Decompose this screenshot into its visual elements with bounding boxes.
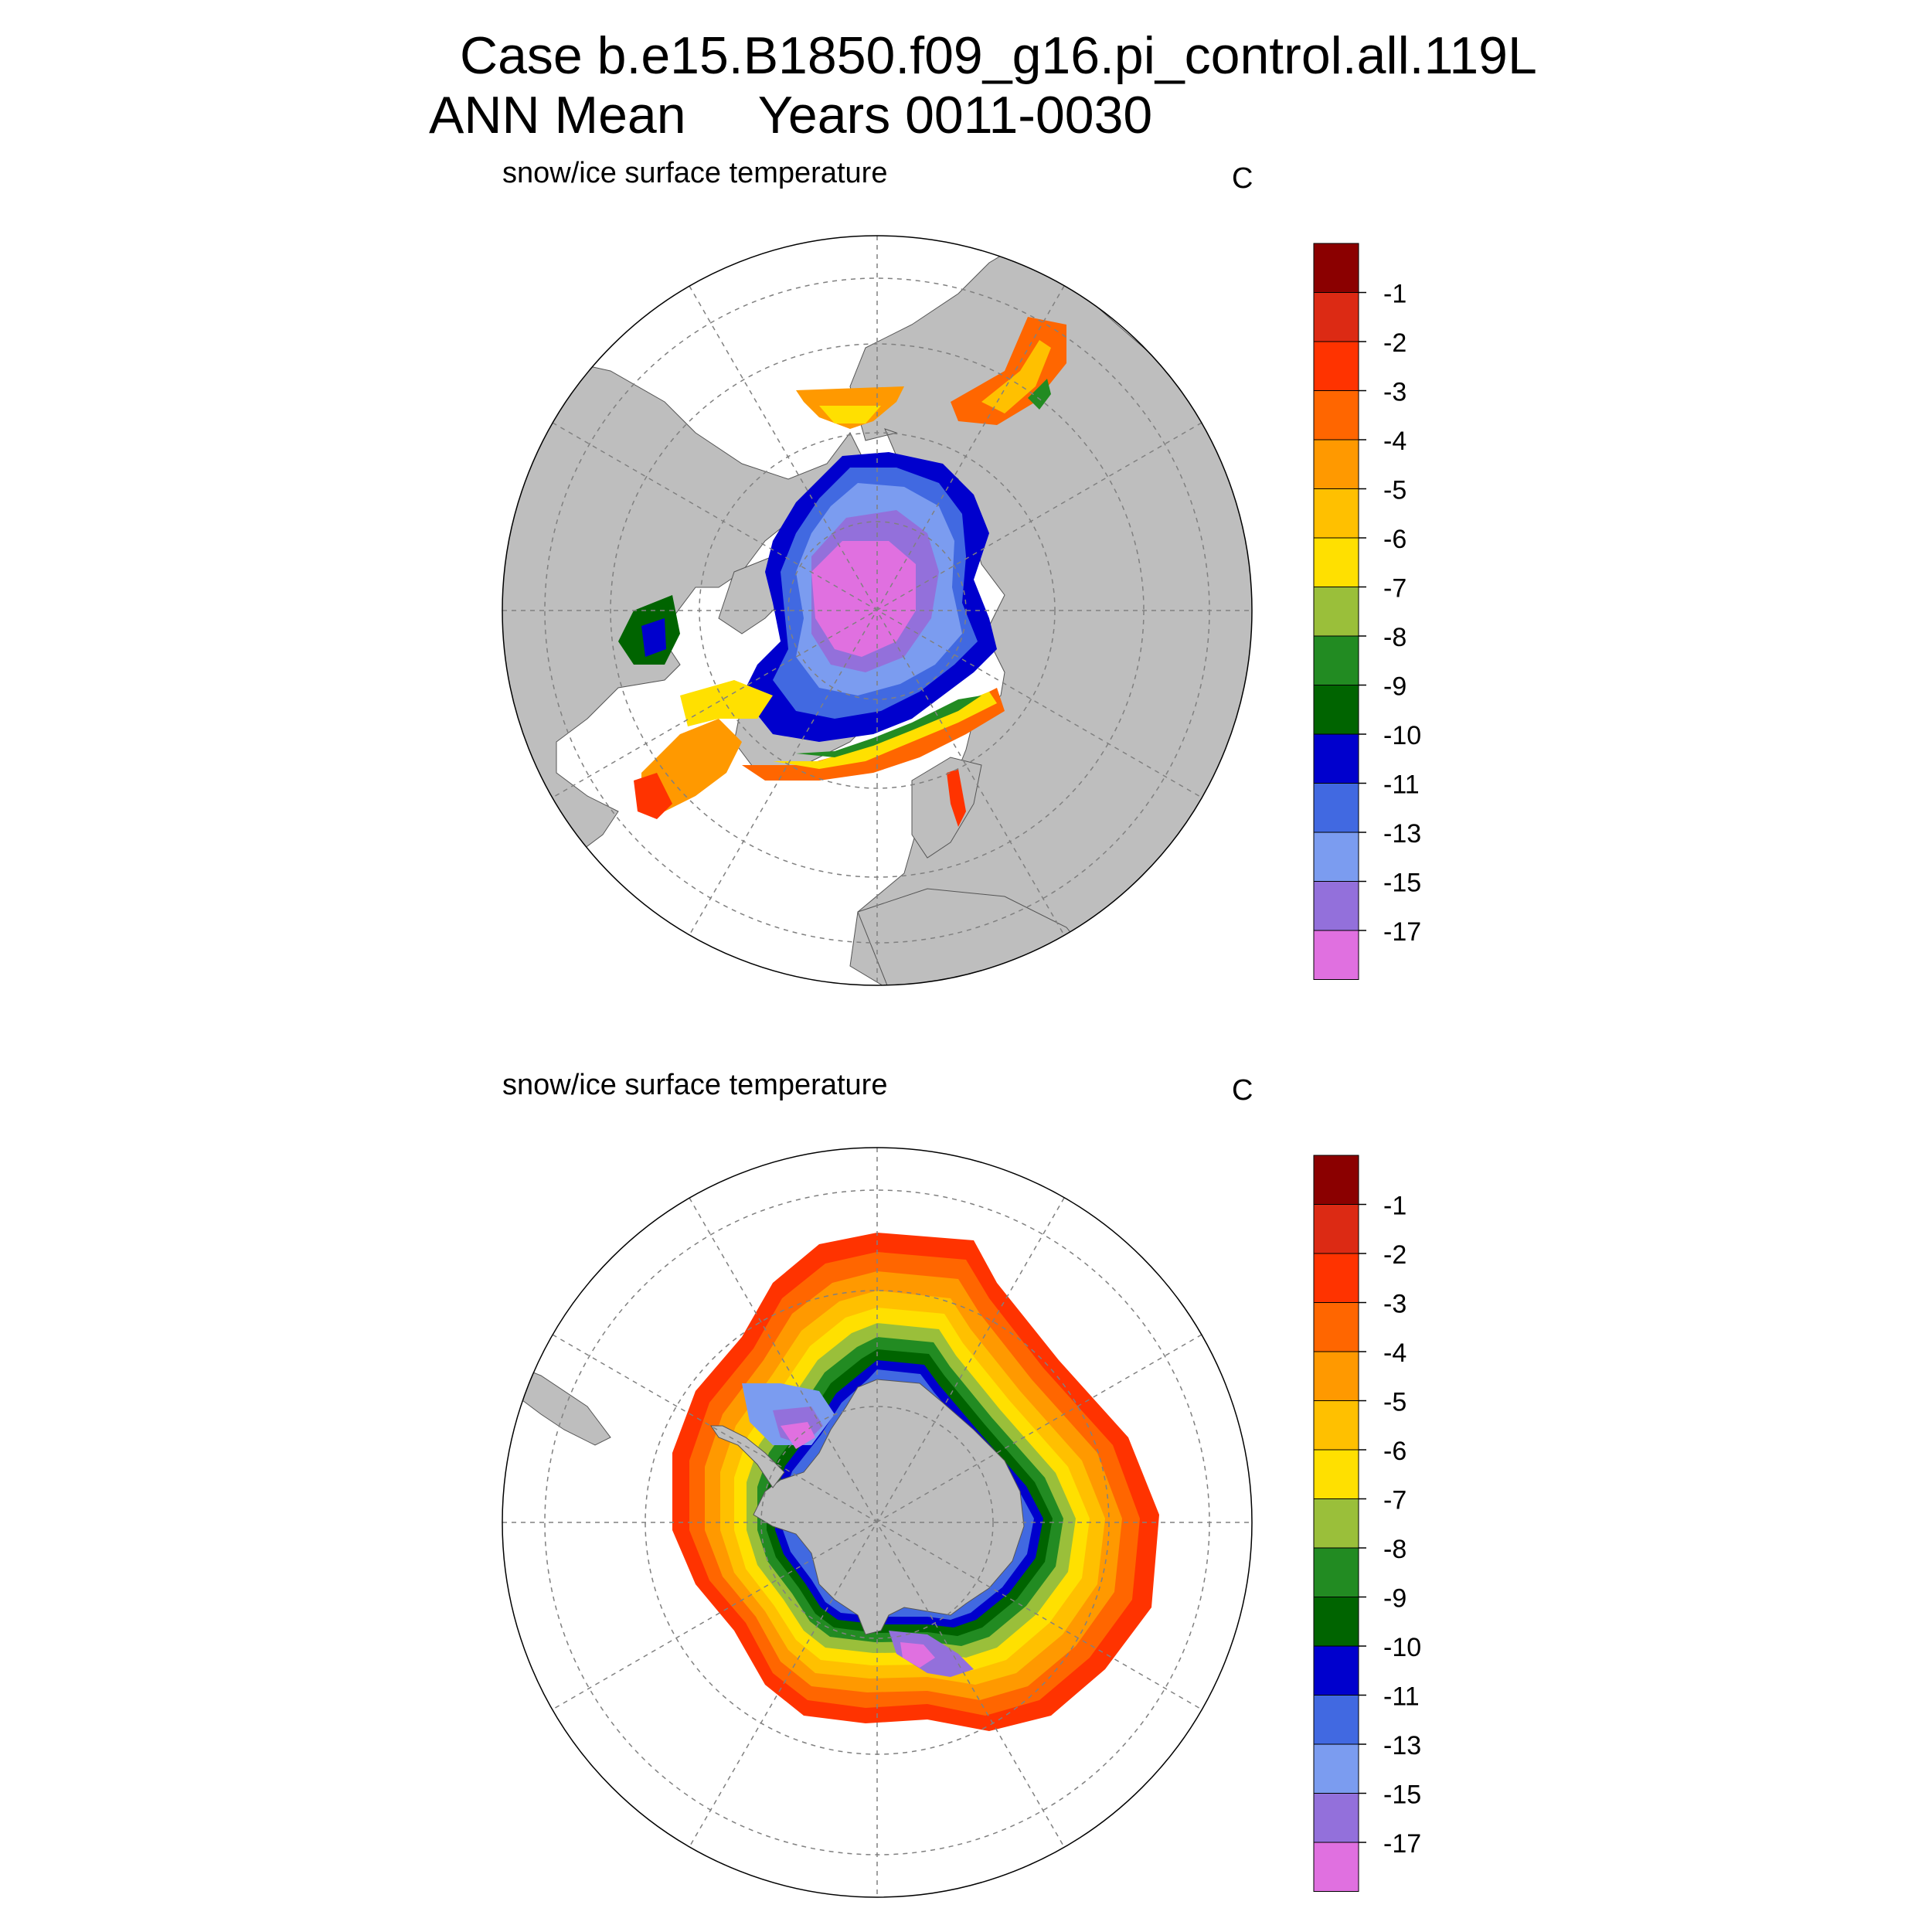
nh-colorbar-swatch <box>1313 930 1359 980</box>
sh-land-antarctica <box>753 1379 1025 1635</box>
nh-colorbar-swatch <box>1313 488 1359 539</box>
nh-colorbar-label: -7 <box>1383 574 1406 604</box>
sh-colorbar-label: -17 <box>1383 1829 1421 1859</box>
sh-map <box>502 1147 1253 1898</box>
sh-colorbar-label: -1 <box>1383 1192 1406 1221</box>
nh-graticule <box>502 236 1252 985</box>
nh-colorbar-label: -10 <box>1383 721 1421 750</box>
sh-colorbar-label: -3 <box>1383 1290 1406 1319</box>
nh-colorbar-label: -9 <box>1383 672 1406 702</box>
nh-colorbar-swatch <box>1313 587 1359 637</box>
sh-colorbar-swatch <box>1313 1547 1359 1597</box>
sh-colorbar-swatch <box>1313 1302 1359 1352</box>
nh-colorbar-swatch <box>1313 537 1359 587</box>
nh-map-border <box>502 235 1253 986</box>
sh-colorbar-swatch <box>1313 1498 1359 1549</box>
sh-units: C <box>1232 1074 1253 1107</box>
nh-units: C <box>1232 162 1253 195</box>
sh-colorbar-label: -6 <box>1383 1437 1406 1466</box>
nh-colorbar-swatch <box>1313 439 1359 489</box>
nh-map <box>502 235 1253 986</box>
sh-colorbar-label: -13 <box>1383 1731 1421 1760</box>
sh-colorbar-label: -9 <box>1383 1584 1406 1614</box>
sh-subtitle: snow/ice surface temperature <box>502 1069 888 1101</box>
nh-colorbar-label: -13 <box>1383 819 1421 849</box>
nh-ice-baltic <box>947 769 966 827</box>
sh-colorbar-swatch <box>1313 1400 1359 1451</box>
nh-colorbar-label: -15 <box>1383 869 1421 898</box>
sh-colorbar-swatch <box>1313 1449 1359 1499</box>
sh-colorbar-swatch <box>1313 1597 1359 1647</box>
nh-colorbar-swatch <box>1313 832 1359 882</box>
nh-colorbar-swatch <box>1313 243 1359 293</box>
sh-ice-ross-core <box>900 1642 935 1668</box>
nh-colorbar-swatch <box>1313 292 1359 342</box>
nh-colorbar-label: -5 <box>1383 476 1406 505</box>
figure-title-case: Case b.e15.B1850.f09_g16.pi_control.all.… <box>460 26 1537 85</box>
sh-graticule <box>502 1148 1252 1897</box>
nh-ice-arctic-core <box>811 541 916 657</box>
sh-colorbar-label: -8 <box>1383 1535 1406 1564</box>
nh-colorbar-swatch <box>1313 341 1359 391</box>
nh-colorbar-swatch <box>1313 881 1359 931</box>
sh-colorbar-label: -4 <box>1383 1338 1406 1368</box>
nh-ice-hudson-inner <box>641 618 666 657</box>
nh-colorbar-swatch <box>1313 733 1359 784</box>
nh-colorbar-label: -4 <box>1383 427 1406 456</box>
nh-colorbar-label: -17 <box>1383 917 1421 947</box>
nh-colorbar-swatch <box>1313 635 1359 685</box>
nh-colorbar-label: -3 <box>1383 378 1406 407</box>
sh-colorbar-label: -5 <box>1383 1388 1406 1417</box>
nh-ice-labrador <box>641 719 742 811</box>
sh-colorbar-swatch <box>1313 1695 1359 1745</box>
nh-colorbar-label: -2 <box>1383 328 1406 358</box>
nh-ice-labrador-red <box>634 773 672 819</box>
nh-colorbar-swatch <box>1313 390 1359 440</box>
sh-colorbar-label: -2 <box>1383 1240 1406 1270</box>
nh-ice-bering-inner <box>819 406 881 423</box>
sh-colorbar-swatch <box>1313 1743 1359 1794</box>
nh-colorbar-swatch <box>1313 783 1359 833</box>
figure-title-period: ANN Mean Years 0011-0030 <box>429 86 1153 145</box>
nh-colorbar-label: -1 <box>1383 280 1406 309</box>
sh-colorbar-label: -11 <box>1383 1682 1420 1712</box>
nh-sea-ice <box>618 317 1066 827</box>
nh-land-scandinavia <box>911 757 982 859</box>
sh-colorbar-label: -7 <box>1383 1486 1406 1515</box>
nh-colorbar-label: -11 <box>1383 770 1420 800</box>
sh-colorbar-swatch <box>1313 1253 1359 1303</box>
sh-colorbar-swatch <box>1313 1645 1359 1696</box>
nh-colorbar-swatch <box>1313 685 1359 735</box>
sh-colorbar-swatch <box>1313 1204 1359 1254</box>
sh-colorbar-swatch <box>1313 1351 1359 1401</box>
nh-colorbar-label: -6 <box>1383 525 1406 554</box>
sh-colorbar-label: -15 <box>1383 1781 1421 1810</box>
sh-colorbar: -1 -2 -3 -4 -5 -6 -7 -8 -9 -10 -11 -13 -15 -17 <box>1313 1155 1421 1892</box>
sh-map-border <box>502 1147 1253 1898</box>
nh-colorbar-label: -8 <box>1383 623 1406 652</box>
sh-ice-weddell-core <box>781 1422 815 1449</box>
sh-colorbar-swatch <box>1313 1793 1359 1843</box>
sh-sea-ice <box>502 1233 1159 1731</box>
nh-ice-greenland-arc-green <box>796 696 981 757</box>
nh-ice-okhotsk-inner <box>981 340 1051 413</box>
nh-ice-okhotsk-core <box>1028 379 1051 410</box>
nh-subtitle: snow/ice surface temperature <box>502 157 888 189</box>
sh-land-antarctic-peninsula <box>710 1425 785 1488</box>
sh-colorbar-swatch <box>1313 1155 1359 1205</box>
sh-colorbar-swatch <box>1313 1842 1359 1892</box>
nh-ice-baffin <box>680 680 773 726</box>
nh-colorbar: -1 -2 -3 -4 -5 -6 -7 -8 -9 -10 -11 -13 -15 -17 <box>1313 243 1421 980</box>
sh-colorbar-label: -10 <box>1383 1633 1421 1662</box>
